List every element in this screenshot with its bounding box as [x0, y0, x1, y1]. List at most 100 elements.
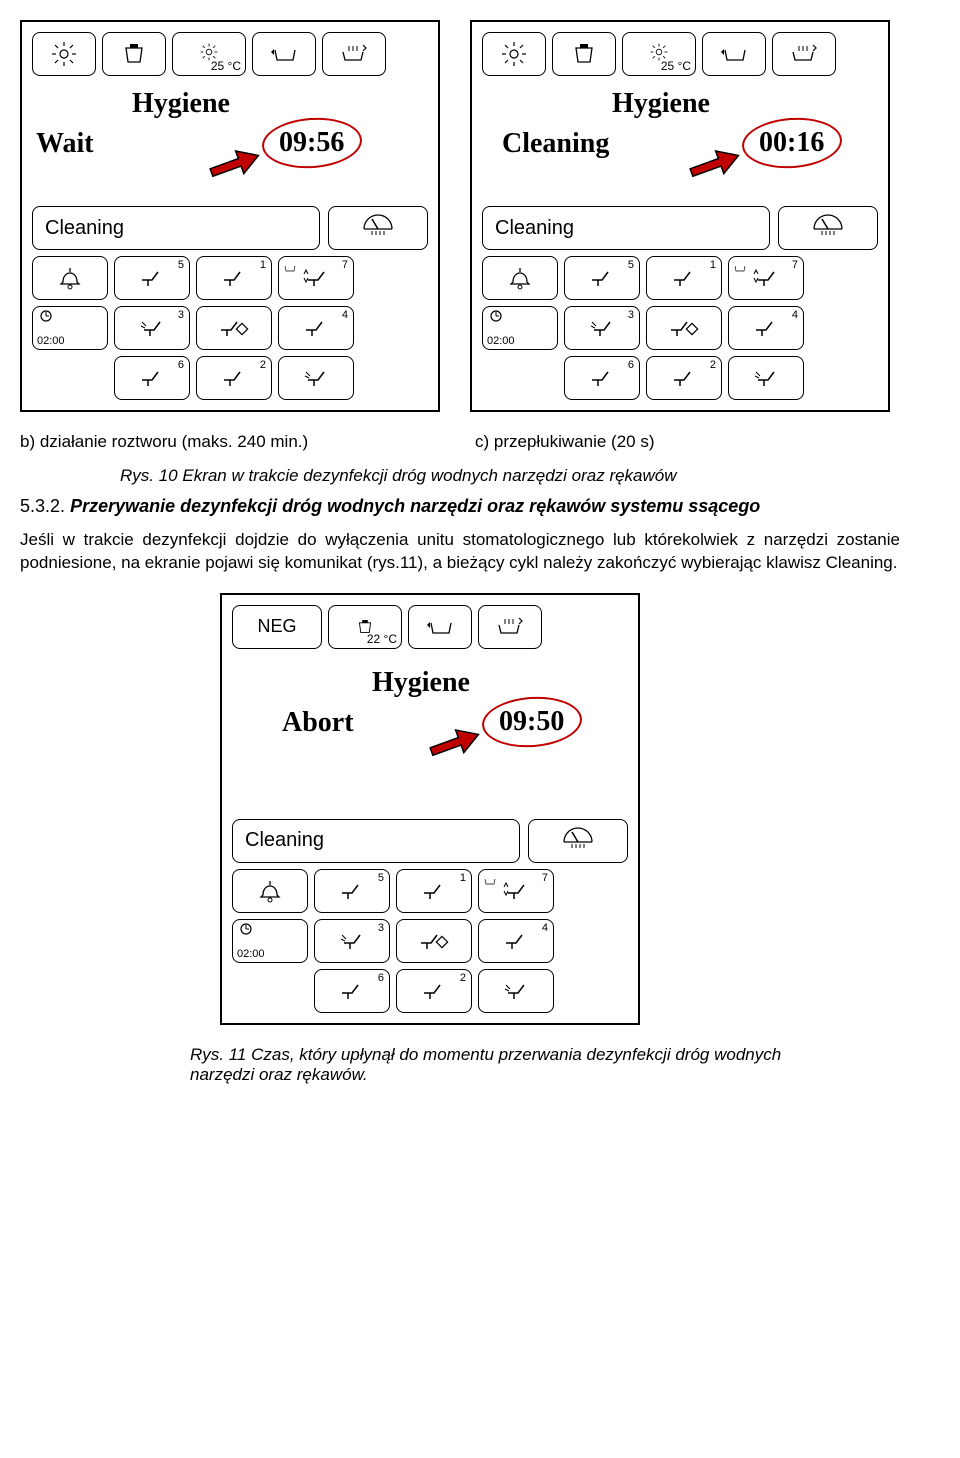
figure-11-caption: Rys. 11 Czas, który upłynął do momentu p…	[190, 1045, 810, 1085]
timer-value: 09:56	[279, 127, 344, 159]
top-icon-row: 25 °C	[32, 32, 428, 76]
chair-btn-4[interactable]: 4	[728, 306, 804, 350]
hygiene-title: Hygiene	[612, 88, 710, 120]
button-grid: 5 1 7 02:00 3	[482, 256, 878, 400]
clock-value: 02:00	[487, 335, 515, 347]
cleaning-label: Cleaning	[245, 829, 324, 852]
bowl-drops-button[interactable]	[772, 32, 836, 76]
screen-cleaning: 25 °C Hygiene Cleaning 00:16 Cleaning	[470, 20, 890, 412]
bell-button[interactable]	[232, 869, 308, 913]
chair-btn-2[interactable]: 2	[396, 969, 472, 1013]
section-title: Przerywanie dezynfekcji dróg wodnych nar…	[70, 496, 760, 516]
chair-btn-6[interactable]: 6	[314, 969, 390, 1013]
neg-label: NEG	[257, 616, 296, 637]
chair-diamond-button[interactable]	[196, 306, 272, 350]
caption-b: b) działanie roztworu (maks. 240 min.)	[20, 432, 445, 452]
chair-spark-button[interactable]	[278, 356, 354, 400]
hygiene-title: Hygiene	[132, 88, 230, 120]
clock-button[interactable]: 02:00	[32, 306, 108, 350]
chair-btn-4[interactable]: 4	[278, 306, 354, 350]
cup-button[interactable]	[552, 32, 616, 76]
screen-c-wrap: NEG 22 °C Hygiene Abort 09:50	[20, 593, 940, 1025]
chair-btn-2[interactable]: 2	[196, 356, 272, 400]
gauge-button[interactable]	[778, 206, 878, 250]
red-arrow-icon	[690, 150, 750, 186]
status-area: Hygiene Wait 09:56	[32, 88, 428, 198]
bowl-arrow-button[interactable]	[252, 32, 316, 76]
cleaning-label: Cleaning	[495, 217, 574, 240]
gauge-button[interactable]	[328, 206, 428, 250]
temp-value: 25 °C	[211, 59, 241, 73]
temp-button[interactable]: 22 °C	[328, 605, 402, 649]
bowl-arrow-button[interactable]	[408, 605, 472, 649]
chair-btn-6[interactable]: 6	[564, 356, 640, 400]
chair-btn-5[interactable]: 5	[114, 256, 190, 300]
paragraph-text: Jeśli w trakcie dezynfekcji dojdzie do w…	[20, 530, 900, 572]
chair-btn-2[interactable]: 2	[646, 356, 722, 400]
chair-spark-button[interactable]	[478, 969, 554, 1013]
cleaning-button[interactable]: Cleaning	[32, 206, 320, 250]
chair-btn-7[interactable]: 7	[278, 256, 354, 300]
cleaning-button[interactable]: Cleaning	[482, 206, 770, 250]
light-button[interactable]	[482, 32, 546, 76]
cleaning-label: Cleaning	[45, 217, 124, 240]
bowl-arrow-button[interactable]	[702, 32, 766, 76]
timer-value: 00:16	[759, 127, 824, 159]
top-icon-row: 25 °C	[482, 32, 878, 76]
cleaning-row: Cleaning	[482, 206, 878, 250]
cup-button[interactable]	[102, 32, 166, 76]
section-number: 5.3.2.	[20, 496, 65, 516]
chair-btn-6[interactable]: 6	[114, 356, 190, 400]
screen-abort: NEG 22 °C Hygiene Abort 09:50	[220, 593, 640, 1025]
light-button[interactable]	[32, 32, 96, 76]
timer-highlight: 09:56	[260, 115, 363, 172]
bowl-drops-button[interactable]	[478, 605, 542, 649]
status-area: Hygiene Abort 09:50	[232, 661, 628, 771]
chair-spark-button[interactable]	[728, 356, 804, 400]
chair-btn-3[interactable]: 3	[564, 306, 640, 350]
clock-button[interactable]: 02:00	[232, 919, 308, 963]
bell-button[interactable]	[482, 256, 558, 300]
cleaning-row: Cleaning	[232, 819, 628, 863]
chair-btn-7[interactable]: 7	[728, 256, 804, 300]
clock-value: 02:00	[37, 335, 65, 347]
neg-button[interactable]: NEG	[232, 605, 322, 649]
chair-btn-7[interactable]: 7	[478, 869, 554, 913]
clock-button[interactable]: 02:00	[482, 306, 558, 350]
chair-btn-1[interactable]: 1	[396, 869, 472, 913]
timer-highlight: 00:16	[740, 115, 843, 172]
gauge-button[interactable]	[528, 819, 628, 863]
clock-value: 02:00	[237, 948, 265, 960]
screen-wait: 25 °C Hygiene Wait 09:56 Cleaning	[20, 20, 440, 412]
chair-btn-3[interactable]: 3	[114, 306, 190, 350]
chair-diamond-button[interactable]	[396, 919, 472, 963]
chair-btn-1[interactable]: 1	[646, 256, 722, 300]
chair-btn-3[interactable]: 3	[314, 919, 390, 963]
bell-button[interactable]	[32, 256, 108, 300]
temp-value: 25 °C	[661, 59, 691, 73]
chair-btn-4[interactable]: 4	[478, 919, 554, 963]
temp-button[interactable]: 25 °C	[172, 32, 246, 76]
section-heading: 5.3.2. Przerywanie dezynfekcji dróg wodn…	[20, 496, 900, 517]
chair-btn-5[interactable]: 5	[314, 869, 390, 913]
status-action: Abort	[282, 707, 354, 739]
chair-btn-5[interactable]: 5	[564, 256, 640, 300]
caption-c: c) przepłukiwanie (20 s)	[445, 432, 900, 452]
top-icon-row: NEG 22 °C	[232, 605, 628, 649]
red-arrow-icon	[210, 150, 270, 186]
bowl-drops-button[interactable]	[322, 32, 386, 76]
temp-button[interactable]: 25 °C	[622, 32, 696, 76]
status-action: Cleaning	[502, 128, 609, 160]
timer-value: 09:50	[499, 706, 564, 738]
cleaning-row: Cleaning	[32, 206, 428, 250]
temp-value: 22 °C	[367, 632, 397, 646]
chair-diamond-button[interactable]	[646, 306, 722, 350]
timer-highlight: 09:50	[480, 693, 583, 750]
button-grid: 5 1 7 02:00 3	[32, 256, 428, 400]
cleaning-button[interactable]: Cleaning	[232, 819, 520, 863]
red-arrow-icon	[430, 729, 490, 765]
hygiene-title: Hygiene	[372, 667, 470, 699]
figure-10-caption: Rys. 10 Ekran w trakcie dezynfekcji dróg…	[120, 466, 880, 486]
captions-row: b) działanie roztworu (maks. 240 min.) c…	[20, 432, 900, 452]
chair-btn-1[interactable]: 1	[196, 256, 272, 300]
